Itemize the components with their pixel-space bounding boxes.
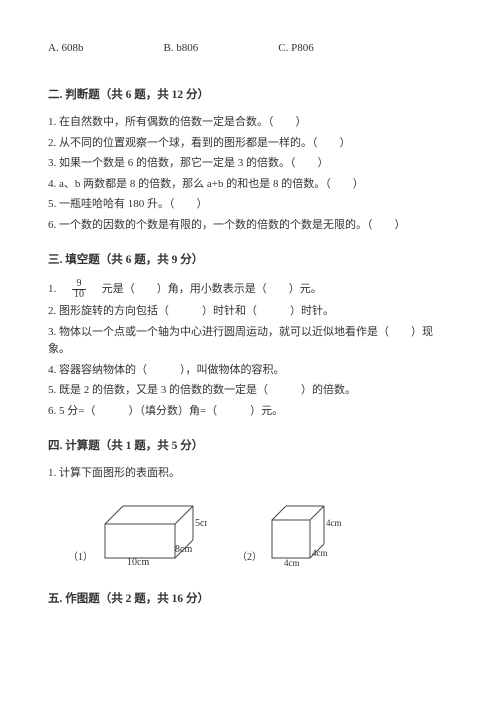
s3-item-1-post: 元是（ ）角，用小数表示是（ ）元。 (91, 283, 322, 295)
cuboid-icon: 5cm 8cm 10cm (97, 496, 207, 566)
section-4-title: 四. 计算题（共 1 题，共 5 分） (48, 437, 452, 455)
multiple-choice-row: A. 608b B. b806 C. P806 (48, 40, 452, 58)
s3-item-2: 2. 图形旋转的方向包括（ ）时针和（ ）时针。 (48, 303, 452, 321)
choice-b: B. b806 (163, 40, 198, 58)
figure-2-label: （2） (237, 550, 262, 566)
s3-item-4: 4. 容器容纳物体的（ ），叫做物体的容积。 (48, 362, 452, 380)
cube-a2: 4cm (312, 548, 328, 558)
s2-item-1: 1. 在自然数中，所有偶数的倍数一定是合数。（ ） (48, 114, 452, 132)
figure-2-wrap: （2） 4cm 4cm 4cm (237, 498, 346, 566)
s2-item-6: 6. 一个数的因数的个数是有限的，一个数的倍数的个数是无限的。（ ） (48, 217, 452, 235)
s2-item-2: 2. 从不同的位置观察一个球，看到的图形都是一样的。（ ） (48, 135, 452, 153)
cube-a3: 4cm (284, 558, 300, 566)
s2-item-3: 3. 如果一个数是 6 的倍数，那它一定是 3 的倍数。（ ） (48, 155, 452, 173)
s2-item-5: 5. 一瓶哇哈哈有 180 升。（ ） (48, 196, 452, 214)
cuboid-h: 5cm (195, 518, 207, 529)
figure-1-label: （1） (68, 550, 93, 566)
figures-row: （1） 5cm 8cm 10cm （2） (68, 496, 452, 566)
s3-item-5: 5. 既是 2 的倍数，又是 3 的倍数的数一定是（ ）的倍数。 (48, 382, 452, 400)
cuboid-w: 10cm (127, 557, 149, 566)
section-3-title: 三. 填空题（共 6 题，共 9 分） (48, 251, 452, 269)
choice-a: A. 608b (48, 40, 83, 58)
s3-item-6: 6. 5 分=（ ）（填分数）角=（ ）元。 (48, 403, 452, 421)
choice-c: C. P806 (278, 40, 313, 58)
section-2-title: 二. 判断题（共 6 题，共 12 分） (48, 86, 452, 104)
s3-item-1: 1. 9 10 元是（ ）角，用小数表示是（ ）元。 (48, 279, 452, 300)
fraction-denominator: 10 (72, 290, 86, 300)
cube-icon: 4cm 4cm 4cm (266, 498, 346, 566)
s4-item-1: 1. 计算下面图形的表面积。 (48, 465, 452, 483)
cube-a1: 4cm (326, 518, 342, 528)
cuboid-d: 8cm (175, 544, 192, 555)
s3-item-3: 3. 物体以一个点或一个轴为中心进行圆周运动，就可以近似地看作是（ ）现象。 (48, 324, 452, 359)
figure-1-wrap: （1） 5cm 8cm 10cm (68, 496, 207, 566)
s3-item-1-pre: 1. (48, 283, 67, 295)
section-5-title: 五. 作图题（共 2 题，共 16 分） (48, 590, 452, 608)
s2-item-4: 4. a、b 两数都是 8 的倍数，那么 a+b 的和也是 8 的倍数。（ ） (48, 176, 452, 194)
fraction-icon: 9 10 (72, 279, 86, 300)
